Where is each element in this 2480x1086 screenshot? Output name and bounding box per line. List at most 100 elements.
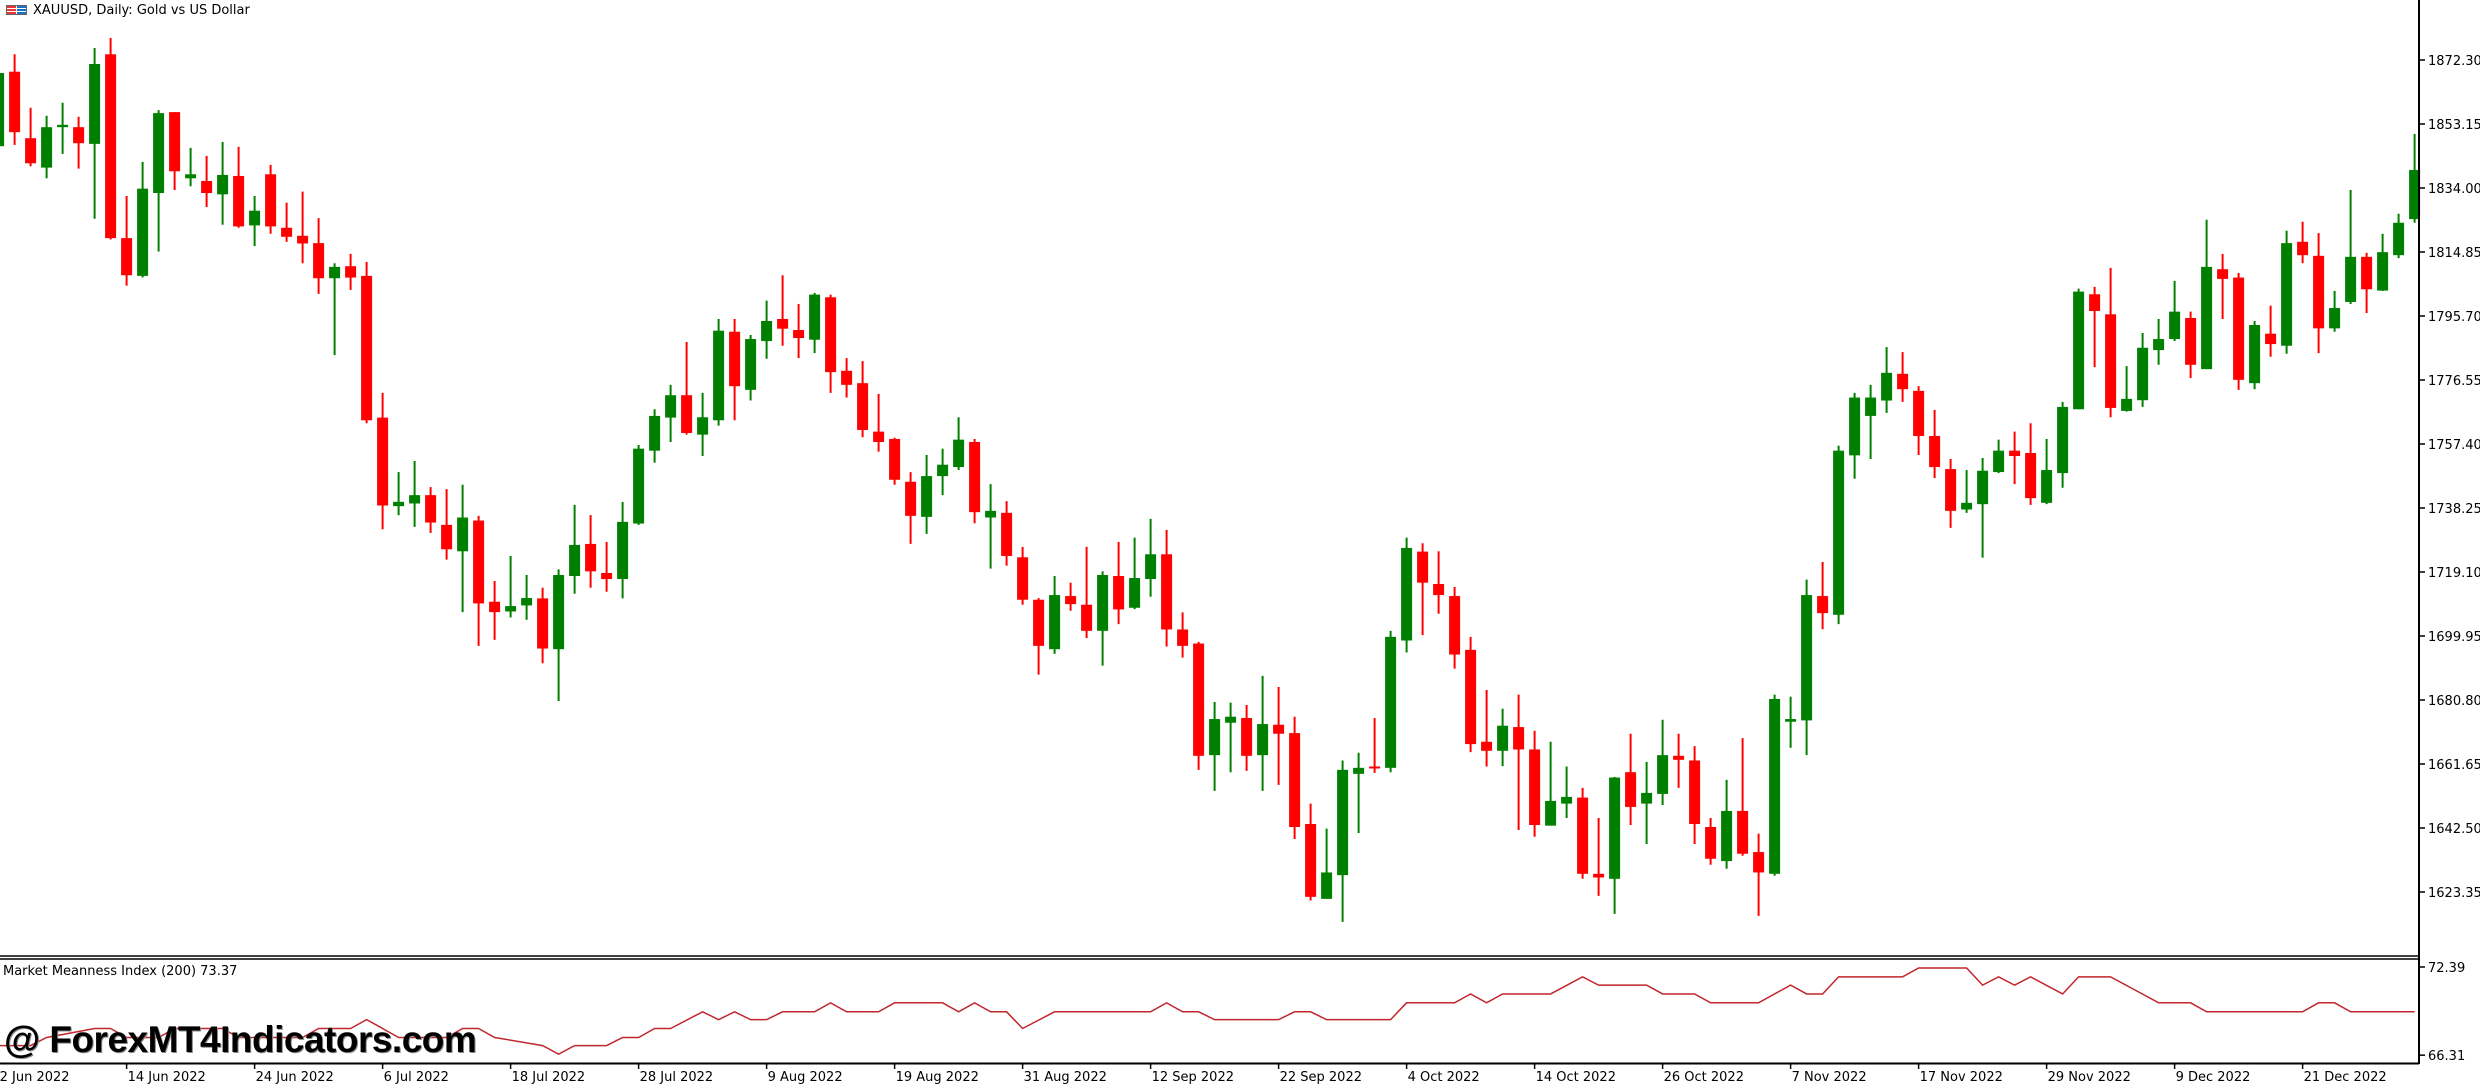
candle-body [2377, 252, 2389, 291]
candle-bearish [121, 196, 133, 286]
candle-body [393, 501, 405, 507]
candle-body [905, 481, 917, 516]
date-tick-label: 9 Dec 2022 [2176, 1070, 2251, 1085]
date-tick-label: 14 Oct 2022 [1536, 1070, 1616, 1085]
price-tick-label: 1642.50 [2428, 822, 2480, 837]
candle-bullish [1337, 760, 1349, 922]
candle-body [297, 235, 309, 244]
price-axis[interactable]: 1872.30 1853.15 1834.00 1814.85 1795.70 1776.… [2419, 54, 2480, 901]
date-tick-label: 21 Dec 2022 [2304, 1070, 2387, 1085]
candle-body [345, 266, 357, 278]
candle-body [761, 321, 773, 342]
candle-bullish [2057, 401, 2069, 488]
candle-body [377, 417, 389, 506]
price-tick-label: 1834.00 [2428, 182, 2480, 197]
candle-body [1033, 599, 1045, 646]
candle-body [1017, 557, 1029, 600]
candle-bearish [1241, 705, 1253, 771]
candle-bearish [1065, 582, 1077, 611]
candle-bullish [1097, 571, 1109, 666]
candle-body [409, 495, 421, 504]
candle-bullish [1769, 694, 1781, 876]
candle-body [713, 330, 725, 421]
candle-body [1577, 797, 1589, 874]
candle-bearish [1577, 787, 1589, 879]
candle-body [265, 174, 277, 227]
candle-bearish [2313, 233, 2325, 354]
candle-bearish [2361, 252, 2373, 313]
candle-body [2217, 269, 2229, 279]
price-tick-label: 1623.35 [2428, 886, 2480, 901]
candle-bullish [1833, 445, 1845, 625]
candle-body [233, 175, 245, 227]
candle-bullish [1049, 576, 1061, 654]
candle-bearish [1737, 738, 1749, 856]
candle-bearish [2009, 431, 2021, 485]
candle-bullish [217, 141, 229, 225]
candle-body [521, 598, 533, 606]
candle-body [889, 438, 901, 480]
price-tick-label: 1680.80 [2428, 694, 2480, 709]
candle-body [2409, 169, 2421, 220]
candle-body [185, 174, 197, 179]
candle-body [1001, 512, 1013, 556]
candle-body [793, 330, 805, 339]
candle-body [1609, 777, 1621, 879]
candle-bearish [729, 319, 741, 421]
candle-bullish [1561, 766, 1573, 818]
candle-body [2137, 347, 2149, 401]
candle-bearish [441, 489, 453, 560]
candle-bullish [1609, 776, 1621, 914]
candle-body [569, 544, 581, 577]
candle-bearish [873, 393, 885, 452]
candle-body [537, 598, 549, 649]
date-axis[interactable]: 2 Jun 2022 14 Jun 2022 24 Jun 2022 6 Jul 20… [0, 1063, 2387, 1085]
candle-bearish [841, 358, 853, 398]
chart-title-text: XAUUSD, Daily: Gold vs US Dollar [33, 2, 250, 18]
candle-bearish [345, 253, 357, 290]
price-tick-label: 1719.10 [2428, 566, 2480, 581]
candle-bullish [41, 115, 53, 179]
candle-body [57, 124, 69, 128]
date-tick-label: 7 Nov 2022 [1792, 1070, 1867, 1085]
candle-bullish [2169, 280, 2181, 342]
candle-bullish [1321, 828, 1333, 899]
candle-bearish [25, 107, 37, 167]
candle-bullish [457, 484, 469, 613]
candle-bearish [2217, 253, 2229, 320]
candle-bearish [1305, 803, 1317, 901]
date-tick-label: 31 Aug 2022 [1024, 1070, 1107, 1085]
candle-body [2009, 450, 2021, 457]
candle-body [1929, 435, 1941, 468]
candle-body [1689, 760, 1701, 824]
candle-bullish [409, 461, 421, 527]
candle-body [1193, 643, 1205, 756]
date-tick-label: 18 Jul 2022 [512, 1070, 586, 1085]
candle-bearish [1897, 352, 1909, 402]
candle-body [153, 113, 165, 194]
date-tick-label: 4 Oct 2022 [1408, 1070, 1480, 1085]
candle-bullish [2073, 288, 2085, 410]
candle-bullish [1545, 741, 1557, 826]
candle-body [1753, 852, 1765, 873]
candle-body [2281, 243, 2293, 346]
candle-body [553, 575, 565, 650]
candle-bullish [2377, 233, 2389, 291]
candle-bearish [2105, 267, 2117, 418]
candle-body [1657, 755, 1669, 794]
candle-bearish [1273, 686, 1285, 785]
price-tick-label: 1853.15 [2428, 118, 2480, 133]
candle-body [953, 439, 965, 468]
candle-body [2073, 291, 2085, 410]
candle-body [873, 431, 885, 442]
candle-body [2265, 333, 2277, 345]
candle-body [1785, 719, 1797, 722]
price-tick-label: 1795.70 [2428, 310, 2480, 325]
candle-body [1369, 766, 1381, 769]
candle-body [2361, 256, 2373, 290]
candle-body [1545, 800, 1557, 826]
candle-body [1305, 823, 1317, 897]
candle-bearish [1289, 716, 1301, 840]
candle-bearish [1481, 689, 1493, 767]
